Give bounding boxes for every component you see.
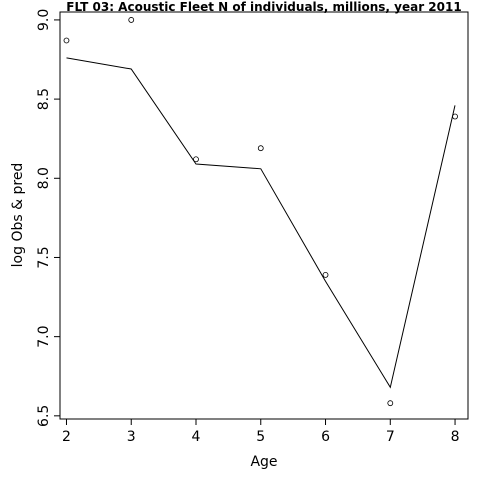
plot-frame bbox=[59, 11, 469, 420]
observed-point-6 bbox=[452, 113, 458, 120]
observed-series bbox=[63, 17, 458, 407]
x-tick-label-2: 4 bbox=[192, 429, 201, 445]
x-tick-label-5: 7 bbox=[386, 429, 395, 445]
observed-point-2 bbox=[193, 156, 199, 163]
observed-point-0 bbox=[63, 37, 70, 44]
x-tick-label-4: 6 bbox=[321, 429, 330, 445]
y-axis-label: log Obs & pred bbox=[10, 163, 26, 268]
x-tick-label-3: 5 bbox=[256, 429, 265, 445]
y-tick-label-2: 7.5 bbox=[36, 246, 52, 268]
predicted-line bbox=[66, 57, 456, 389]
x-tick-label-1: 3 bbox=[127, 429, 136, 445]
predicted-series bbox=[66, 57, 456, 389]
y-tick-label-3: 8.0 bbox=[36, 167, 52, 189]
observed-point-3 bbox=[257, 145, 264, 152]
y-tick-label-1: 7.0 bbox=[36, 326, 52, 348]
x-tick-label-0: 2 bbox=[62, 429, 71, 445]
y-axis: 6.5 7.0 7.5 8.0 8.5 9.0 bbox=[36, 9, 60, 427]
x-tick-label-6: 8 bbox=[451, 429, 460, 445]
y-tick-label-4: 8.5 bbox=[36, 88, 52, 110]
chart-title: FLT 03: Acoustic Fleet N of individuals,… bbox=[66, 0, 461, 14]
observed-point-1 bbox=[128, 17, 135, 23]
y-tick-label-0: 6.5 bbox=[36, 405, 52, 427]
observed-point-4 bbox=[322, 271, 329, 278]
observed-point-5 bbox=[387, 400, 394, 407]
x-axis-label: Age bbox=[250, 454, 277, 470]
y-tick-label-5: 9.0 bbox=[36, 9, 52, 31]
x-axis: 2 3 4 5 6 7 8 bbox=[62, 419, 460, 445]
